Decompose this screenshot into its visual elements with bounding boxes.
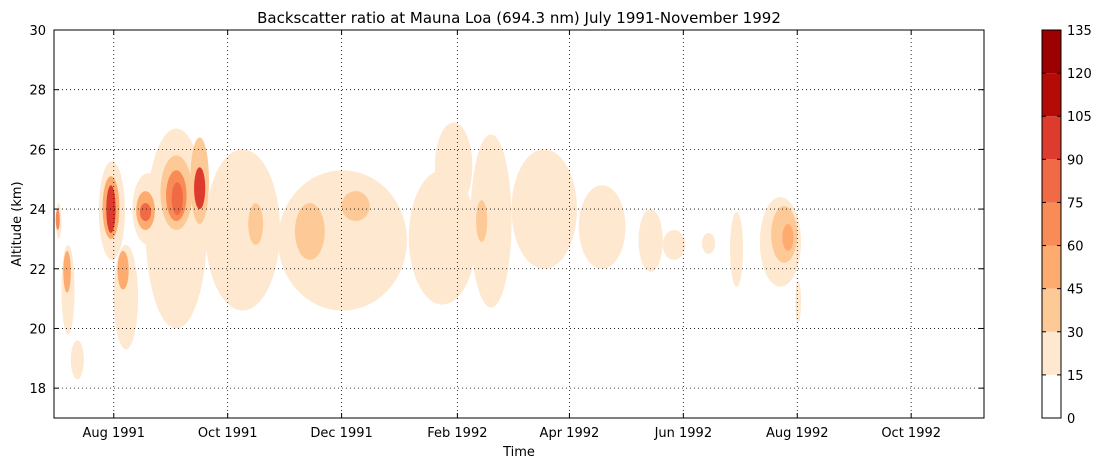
y-tick-label: 18 [29,382,46,397]
colorbar-tick-label: 15 [1067,369,1084,384]
y-axis-label: Altitude (km) [10,181,25,266]
colorbar-segment [1042,73,1061,117]
contour-region [476,200,488,242]
contour-region [470,134,512,308]
contour-region [248,203,264,245]
colorbar-segment [1042,116,1061,160]
x-tick-label: Dec 1991 [310,426,372,441]
y-tick-label: 20 [29,322,46,337]
y-tick-label: 26 [29,143,46,158]
colorbar-tick-label: 30 [1067,326,1084,341]
contour-region [194,167,206,210]
colorbar-segment [1042,288,1061,332]
x-tick-label: Jun 1992 [654,426,713,441]
contour-region [55,209,60,230]
colorbar-tick-label: 105 [1067,110,1092,125]
contour-region [139,203,152,222]
plot-frame [53,29,985,419]
contour-region [171,182,183,216]
contour-region [638,209,663,272]
contour-region [341,191,370,222]
x-tick-label: Oct 1991 [198,426,258,441]
colorbar-frame [1041,29,1062,419]
contour-region [795,280,801,323]
colorbar-segment [1042,159,1061,203]
colorbar-tick-label: 120 [1067,67,1092,82]
colorbar-segment [1042,374,1061,418]
y-tick-label: 28 [29,84,46,99]
x-tick-label: Oct 1992 [881,426,941,441]
colorbar-segment [1042,245,1061,289]
contour-region [205,149,280,311]
x-tick-label: Aug 1992 [766,426,829,441]
contour-region [294,203,325,260]
colorbar-segment [1042,30,1061,74]
colorbar: 0 15 30 45 60 75 90 105 120 135 [1041,24,1092,427]
x-tick-label: Apr 1992 [540,426,600,441]
contour-region [578,185,626,269]
contour-region [117,250,129,290]
x-tick-label: Aug 1991 [82,426,145,441]
contour-region [730,212,744,287]
contour-region [434,122,473,210]
colorbar-tick-label: 60 [1067,240,1084,255]
contour-region [782,224,794,251]
contour-region [662,229,686,260]
contour-region [63,250,71,293]
y-tick-label: 30 [29,24,46,39]
contour-region [70,340,84,380]
colorbar-tick-label: 45 [1067,283,1084,298]
y-tick-label: 22 [29,263,46,278]
colorbar-segment [1042,331,1061,375]
colorbar-segment [1042,202,1061,246]
colorbar-tick-label: 75 [1067,196,1084,211]
y-tick-label: 24 [29,203,46,218]
colorbar-tick-label: 0 [1067,412,1075,427]
contour-region [511,149,577,269]
contour-region [702,232,716,254]
chart-title: Backscatter ratio at Mauna Loa (694.3 nm… [257,9,781,27]
colorbar-tick-label: 90 [1067,153,1084,168]
x-axis-label: Time [502,445,535,460]
colorbar-tick-label: 135 [1067,24,1092,39]
x-tick-label: Feb 1992 [427,426,487,441]
